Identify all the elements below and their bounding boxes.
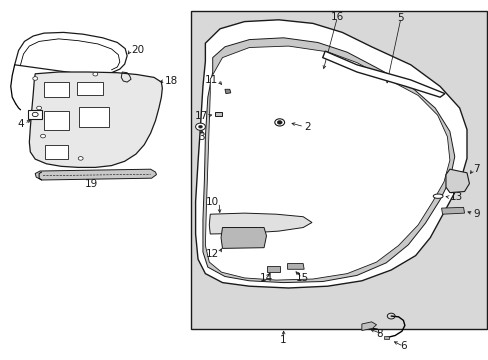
Polygon shape — [361, 322, 376, 330]
Text: 4: 4 — [18, 119, 24, 129]
Polygon shape — [441, 207, 464, 214]
Text: 8: 8 — [375, 329, 382, 339]
Bar — [239, 234, 246, 245]
Text: 19: 19 — [85, 179, 99, 189]
Circle shape — [33, 77, 38, 80]
Polygon shape — [221, 228, 266, 248]
Polygon shape — [287, 264, 304, 269]
Polygon shape — [209, 213, 311, 234]
Circle shape — [198, 125, 202, 128]
Polygon shape — [205, 46, 449, 280]
Text: 2: 2 — [304, 122, 310, 132]
Ellipse shape — [432, 194, 442, 198]
Circle shape — [93, 72, 98, 76]
Polygon shape — [203, 38, 454, 283]
Polygon shape — [266, 266, 279, 272]
Bar — [77, 82, 102, 95]
Text: 13: 13 — [449, 192, 462, 202]
Text: 7: 7 — [472, 164, 479, 174]
Circle shape — [277, 121, 282, 124]
Text: 6: 6 — [399, 341, 406, 351]
Text: 20: 20 — [131, 45, 144, 55]
Polygon shape — [215, 112, 222, 116]
Text: 9: 9 — [472, 209, 479, 219]
Text: 14: 14 — [259, 273, 273, 283]
Text: 15: 15 — [295, 273, 308, 283]
Text: 11: 11 — [204, 75, 217, 85]
Text: 10: 10 — [205, 197, 219, 207]
Bar — [28, 110, 42, 119]
Text: 12: 12 — [205, 249, 219, 259]
Polygon shape — [322, 51, 444, 97]
Polygon shape — [35, 169, 156, 180]
Bar — [228, 234, 235, 245]
Text: 16: 16 — [330, 12, 344, 22]
Text: 17: 17 — [194, 111, 207, 121]
Polygon shape — [224, 89, 230, 94]
Polygon shape — [195, 20, 466, 288]
Bar — [45, 145, 68, 159]
Polygon shape — [445, 169, 468, 193]
Text: 3: 3 — [198, 132, 205, 142]
Text: 5: 5 — [397, 13, 404, 23]
Bar — [79, 107, 108, 127]
Bar — [44, 111, 69, 130]
Bar — [260, 234, 266, 245]
Bar — [250, 234, 257, 245]
Polygon shape — [29, 72, 162, 167]
Bar — [44, 82, 69, 97]
Polygon shape — [383, 336, 388, 339]
Circle shape — [41, 134, 45, 138]
Circle shape — [274, 119, 284, 126]
Polygon shape — [190, 11, 486, 329]
Text: 1: 1 — [280, 335, 286, 345]
Circle shape — [37, 106, 41, 110]
Circle shape — [78, 157, 83, 160]
Text: 18: 18 — [165, 76, 178, 86]
Circle shape — [195, 123, 205, 130]
